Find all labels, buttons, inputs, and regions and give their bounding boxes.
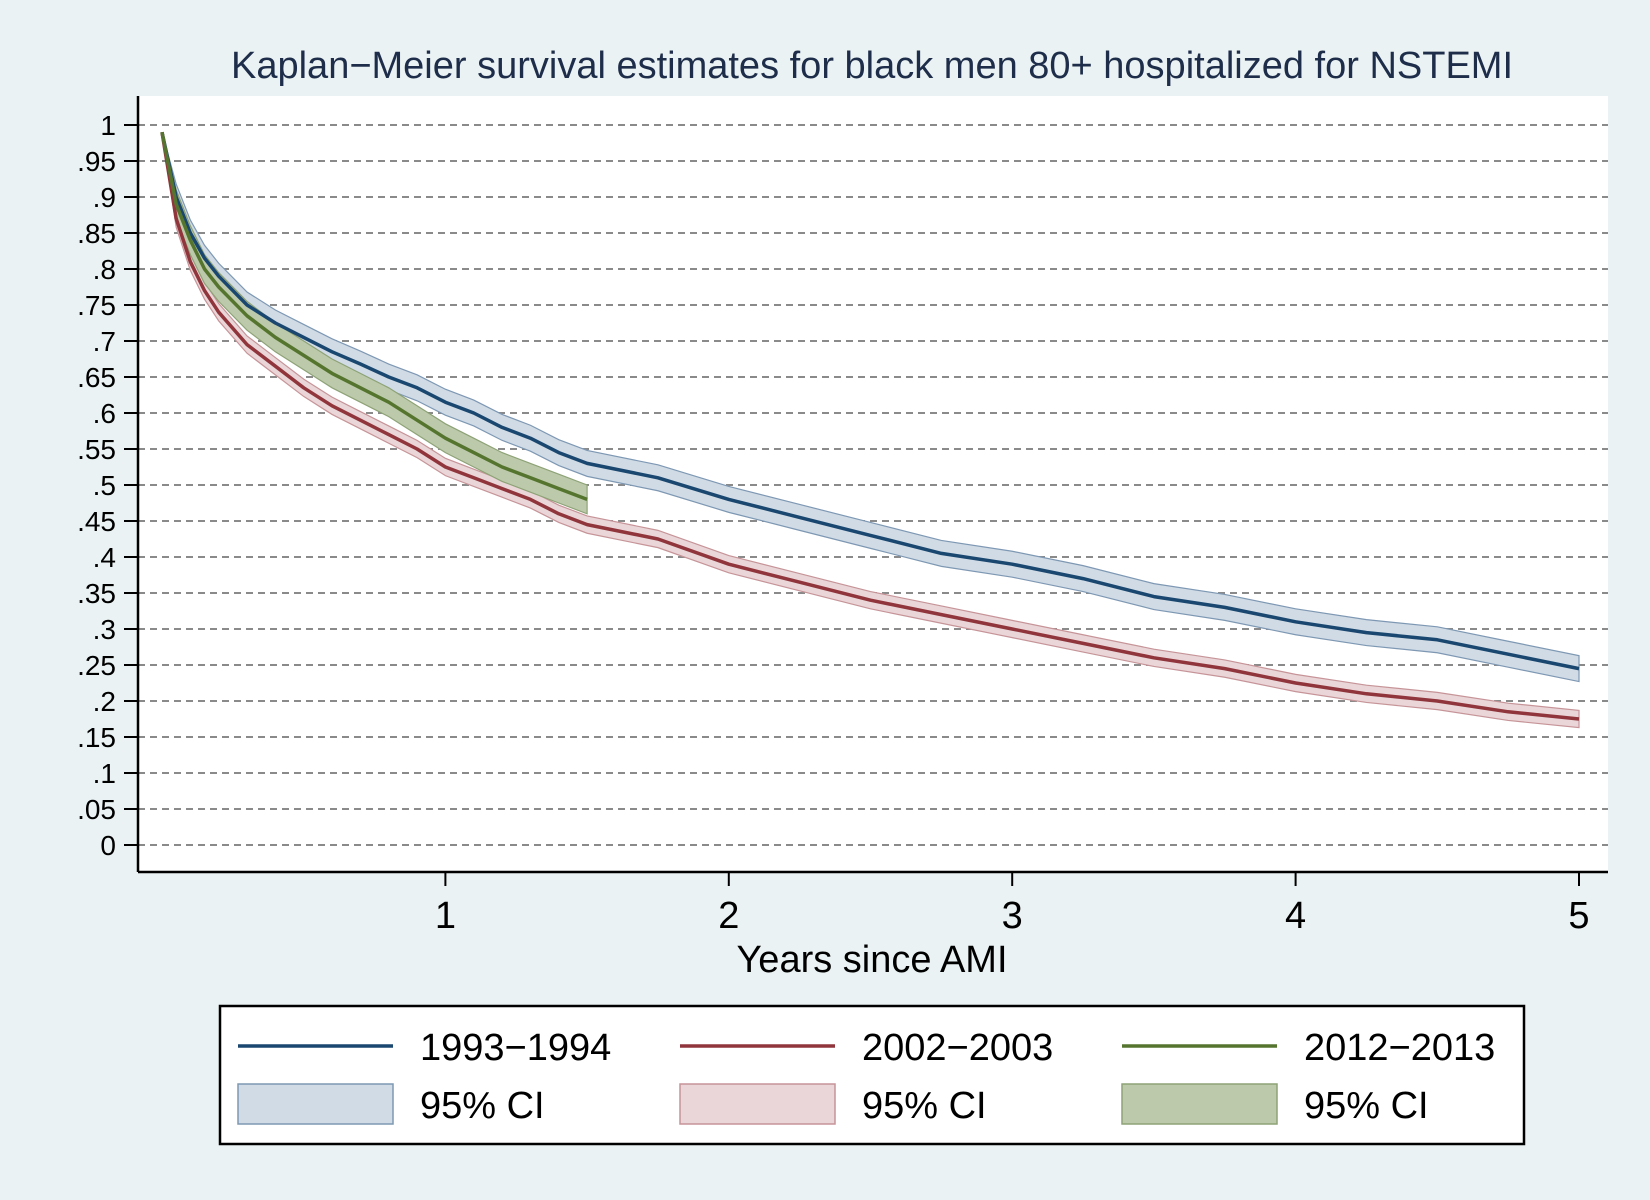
chart-title: Kaplan−Meier survival estimates for blac…	[231, 45, 1513, 87]
y-tick-label: .85	[77, 218, 116, 249]
y-tick-label: .45	[77, 506, 116, 537]
line-layer	[160, 131, 1580, 721]
legend-series-label: 1993−1994	[420, 1027, 611, 1069]
y-tick-label: .6	[93, 398, 116, 429]
series-line-2	[160, 131, 588, 502]
x-tick-label: 2	[718, 895, 739, 937]
legend-series-label: 2002−2003	[862, 1027, 1053, 1069]
legend-series-label: 2012−2013	[1304, 1027, 1495, 1069]
y-tick-label: .05	[77, 794, 116, 825]
y-tick-label: .55	[77, 434, 116, 465]
x-axis-label: Years since AMI	[736, 939, 1007, 981]
grid-layer	[138, 124, 1608, 846]
x-tick-label: 3	[1002, 895, 1023, 937]
y-tick-label: .15	[77, 722, 116, 753]
legend-ci-swatch	[679, 1083, 836, 1125]
y-tick-label: .9	[93, 182, 116, 213]
y-tick-label: .95	[77, 146, 116, 177]
legend-ci-swatch	[237, 1083, 394, 1125]
legend-ci-label: 95% CI	[862, 1085, 987, 1127]
y-tick-label: .3	[93, 614, 116, 645]
x-tick-label: 5	[1568, 895, 1589, 937]
y-tick-label: .1	[93, 758, 116, 789]
axis-layer: 1.95.9.85.8.75.7.65.6.55.5.45.4.35.3.25.…	[77, 96, 1608, 937]
series-line-0	[160, 131, 1580, 671]
x-tick-label: 4	[1285, 895, 1306, 937]
y-tick-label: .25	[77, 650, 116, 681]
series-line-1	[160, 131, 1580, 721]
legend-box	[218, 1004, 1526, 1146]
legend-ci-label: 95% CI	[420, 1085, 545, 1127]
y-tick-label: 1	[100, 110, 116, 141]
y-tick-label: .35	[77, 578, 116, 609]
y-tick-label: .75	[77, 290, 116, 321]
y-tick-label: .7	[93, 326, 116, 357]
y-tick-label: .4	[93, 542, 116, 573]
legend-ci-label: 95% CI	[1304, 1085, 1429, 1127]
legend-ci-swatch	[1121, 1083, 1278, 1125]
legend: 1993−1994 95% CI 2002−2003 95% CI 2012−2013 9…	[218, 1004, 1526, 1146]
y-tick-label: .8	[93, 254, 116, 285]
y-tick-label: .2	[93, 686, 116, 717]
x-tick-label: 1	[435, 895, 456, 937]
y-tick-label: .5	[93, 470, 116, 501]
y-tick-label: 0	[100, 830, 116, 861]
y-tick-label: .65	[77, 362, 116, 393]
